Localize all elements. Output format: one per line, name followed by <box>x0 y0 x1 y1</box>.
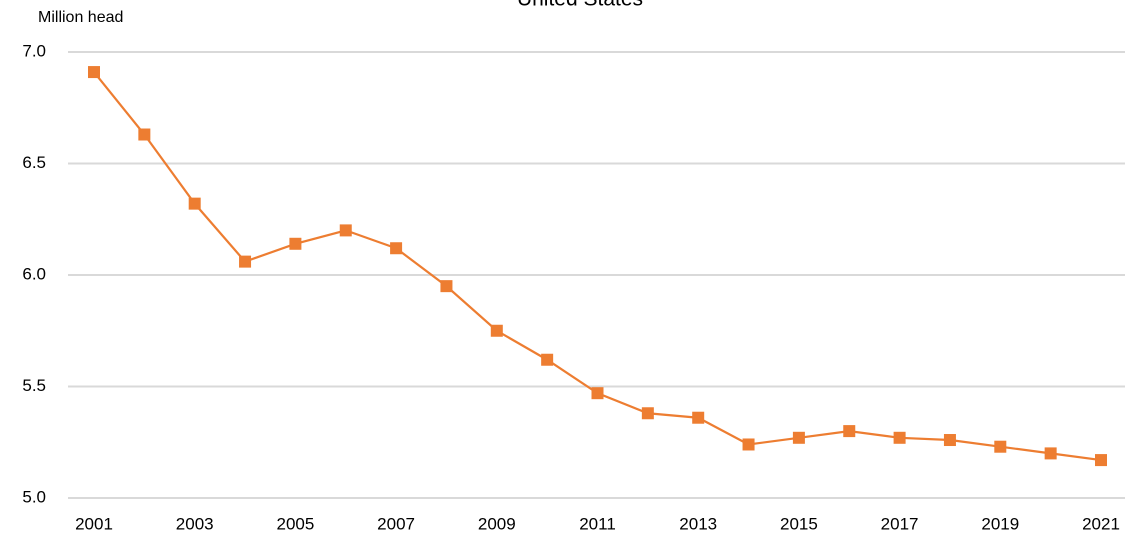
marker <box>943 434 956 447</box>
x-tick-label: 2017 <box>881 514 919 533</box>
marker <box>591 387 604 400</box>
marker <box>440 280 453 293</box>
x-tick-label: 2015 <box>780 514 818 533</box>
marker <box>88 66 100 79</box>
y-tick-label: 7.0 <box>22 41 46 60</box>
marker <box>641 407 654 420</box>
marker <box>188 197 201 210</box>
x-tick-label: 2011 <box>579 514 616 533</box>
x-tick-label: 2001 <box>75 514 113 533</box>
x-tick-label: 2003 <box>176 514 214 533</box>
marker <box>239 255 252 268</box>
x-tick-label: 2007 <box>377 514 415 533</box>
y-tick-label: 5.5 <box>22 376 46 395</box>
marker <box>138 128 151 141</box>
marker <box>792 431 805 444</box>
marker <box>893 431 906 444</box>
x-tick-label: 2021 <box>1082 514 1120 533</box>
marker <box>390 242 403 255</box>
y-tick-label: 5.0 <box>22 487 46 506</box>
marker <box>843 425 856 438</box>
y-tick-label: 6.5 <box>22 153 46 172</box>
marker <box>1095 454 1107 467</box>
marker <box>339 224 352 237</box>
marker <box>541 353 554 366</box>
marker <box>490 324 503 337</box>
marker <box>692 411 705 424</box>
marker <box>289 237 302 250</box>
x-tick-label: 2013 <box>679 514 717 533</box>
chart-title: United States <box>517 0 643 11</box>
y-axis-label: Million head <box>38 9 123 26</box>
marker <box>1044 447 1057 460</box>
x-tick-label: 2009 <box>478 514 516 533</box>
x-tick-label: 2005 <box>276 514 314 533</box>
marker <box>994 440 1007 453</box>
marker <box>742 438 755 451</box>
y-tick-label: 6.0 <box>22 264 46 283</box>
x-tick-label: 2019 <box>981 514 1019 533</box>
